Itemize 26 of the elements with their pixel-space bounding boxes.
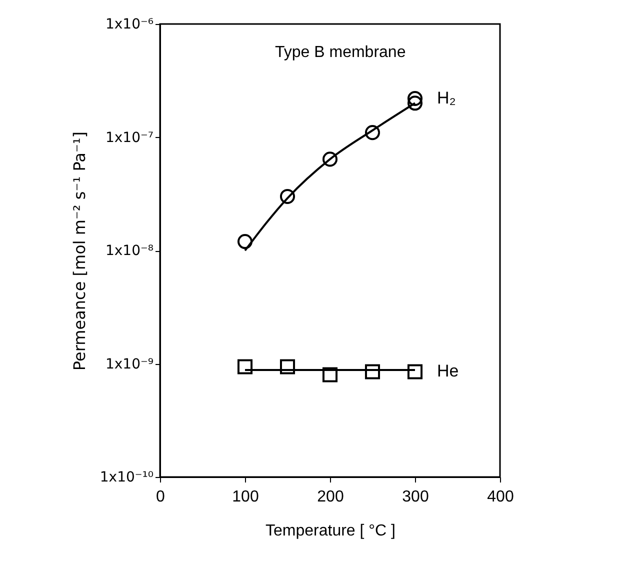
x-tick-label: 200 [317,488,344,506]
point [322,152,338,167]
point [322,367,338,382]
annotation: Type B membrane [275,44,406,61]
point [364,364,380,380]
point [280,359,296,374]
point [407,96,423,111]
y-tick-label: 1x10⁻⁷ [105,130,154,146]
series-label: He [437,362,459,381]
y-tick-label: 1x10⁻⁸ [105,243,154,259]
y-tick-label: 1x10⁻⁶ [105,16,154,32]
y-tick-label: 1x10⁻¹⁰ [100,470,154,486]
x-axis-title: Temperature [ °C ] [266,522,396,540]
point [237,234,253,250]
x-tick-label: 0 [156,488,166,506]
x-tick-label: 300 [402,488,429,506]
point [407,364,423,380]
point [237,359,253,374]
y-tick-label: 1x10⁻⁹ [105,356,154,372]
point [280,188,296,204]
point [407,90,423,106]
series-label: H₂ [437,88,456,108]
x-tick-label: 100 [232,488,259,506]
x-tick-label: 400 [487,488,514,506]
point [364,125,380,140]
y-axis-title: Permeance [mol m⁻² s⁻¹ Pa⁻¹] [70,131,89,371]
